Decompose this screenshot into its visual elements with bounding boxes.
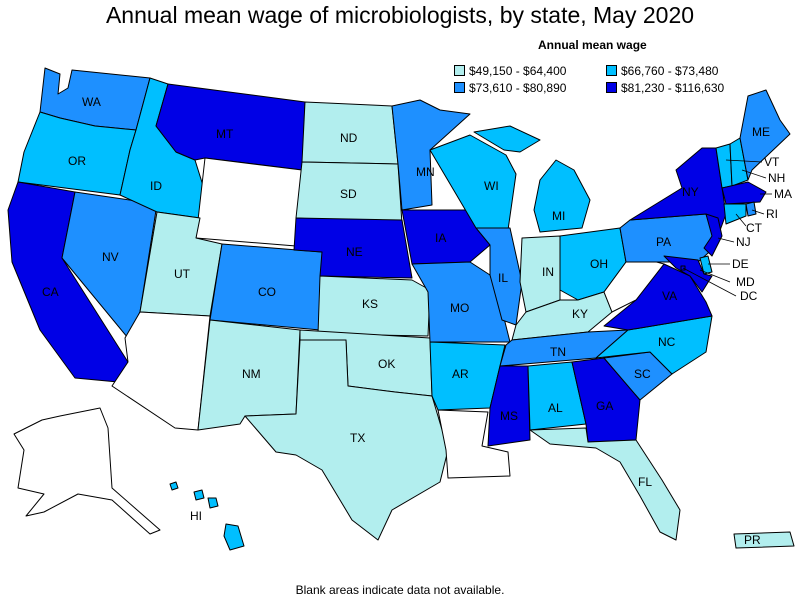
legend-item-bin-3: $81,230 - $116,630 [606, 80, 758, 95]
label-OH: OH [590, 257, 608, 271]
state-HI-2[interactable] [193, 489, 205, 501]
label-GA: GA [596, 399, 613, 413]
label-PR: PR [744, 533, 761, 547]
state-AK[interactable] [13, 407, 161, 535]
state-IL[interactable] [475, 227, 523, 326]
footnote: Blank areas indicate data not available. [295, 583, 505, 597]
legend-items: $49,150 - $64,400 $66,760 - $73,480 $73,… [454, 63, 754, 95]
legend-title: Annual mean wage [538, 38, 647, 52]
map-title: Annual mean wage of microbiologists, by … [105, 2, 695, 28]
state-HI-3[interactable] [207, 497, 219, 509]
label-VA: VA [662, 289, 677, 303]
legend-label: $81,230 - $116,630 [621, 80, 725, 95]
label-FL: FL [638, 475, 652, 489]
state-MA[interactable] [721, 181, 767, 205]
label-NV: NV [102, 250, 119, 264]
label-SC: SC [634, 367, 651, 381]
label-KY: KY [572, 307, 588, 321]
label-IA: IA [435, 231, 446, 245]
state-MD[interactable] [663, 255, 713, 293]
state-DE[interactable] [699, 255, 713, 275]
leader-dc [682, 267, 737, 297]
label-PA: PA [656, 235, 671, 249]
label-WA: WA [82, 95, 101, 109]
label-ND: ND [340, 131, 358, 145]
label-TX: TX [350, 431, 365, 445]
state-ID[interactable] [119, 77, 206, 219]
label-MI: MI [552, 209, 565, 223]
legend-label: $66,760 - $73,480 [621, 63, 719, 78]
label-IL: IL [498, 271, 508, 285]
label-OR: OR [68, 154, 86, 168]
state-FL[interactable] [529, 427, 681, 541]
state-NJ[interactable] [703, 213, 723, 257]
leader-ri [751, 209, 765, 215]
label-OK: OK [378, 357, 395, 371]
label-NH: NH [768, 171, 785, 185]
state-labels: WA OR CA NV ID MT UT CO NM ND SD NE KS O… [42, 95, 792, 547]
label-DE: DE [732, 257, 749, 271]
label-NM: NM [242, 367, 261, 381]
label-MA: MA [774, 187, 792, 201]
label-TN: TN [550, 345, 566, 359]
label-VT: VT [764, 155, 780, 169]
legend: Annual mean wage $49,150 - $64,400 $66,7… [454, 38, 754, 95]
leader-nj [717, 237, 735, 243]
label-CO: CO [258, 285, 276, 299]
label-AR: AR [452, 367, 469, 381]
legend-swatch [454, 65, 465, 76]
state-MI[interactable] [533, 159, 591, 233]
state-AR[interactable] [429, 341, 506, 411]
state-HI-1[interactable] [169, 481, 179, 491]
label-NC: NC [658, 335, 676, 349]
label-CT: CT [746, 221, 763, 235]
label-NY: NY [682, 185, 699, 199]
state-PR[interactable] [733, 531, 795, 549]
state-TX[interactable] [244, 339, 449, 541]
label-UT: UT [174, 267, 191, 281]
state-IN[interactable] [519, 235, 561, 313]
label-MN: MN [416, 165, 435, 179]
legend-label: $73,610 - $80,890 [469, 80, 567, 95]
legend-item-bin-1: $66,760 - $73,480 [606, 63, 758, 78]
label-HI: HI [190, 509, 202, 523]
legend-label: $49,150 - $64,400 [469, 63, 567, 78]
label-IN: IN [542, 265, 554, 279]
legend-swatch [606, 82, 617, 93]
state-ME[interactable] [739, 89, 791, 181]
state-MO[interactable] [411, 261, 511, 343]
label-WI: WI [484, 179, 499, 193]
label-DC: DC [740, 289, 758, 303]
leader-ct [735, 213, 747, 227]
state-CT[interactable] [723, 203, 747, 225]
state-HI-4[interactable] [223, 523, 245, 551]
legend-swatch [606, 65, 617, 76]
legend-item-bin-2: $73,610 - $80,890 [454, 80, 606, 95]
label-ME: ME [752, 125, 770, 139]
state-LA[interactable] [437, 409, 511, 479]
state-MI-up[interactable] [473, 125, 541, 153]
label-CA: CA [42, 285, 59, 299]
leader-md [699, 269, 731, 283]
label-MS: MS [500, 409, 518, 423]
label-NJ: NJ [736, 235, 751, 249]
state-WY[interactable] [195, 157, 303, 247]
label-MT: MT [216, 127, 234, 141]
label-KS: KS [362, 297, 378, 311]
label-SD: SD [340, 187, 357, 201]
label-RI: RI [766, 207, 778, 221]
label-MD: MD [736, 275, 755, 289]
leader-vt [725, 159, 763, 163]
legend-swatch [454, 82, 465, 93]
legend-item-bin-0: $49,150 - $64,400 [454, 63, 606, 78]
label-NE: NE [346, 245, 363, 259]
label-AL: AL [548, 401, 563, 415]
state-WI[interactable] [429, 134, 517, 231]
label-ID: ID [150, 179, 162, 193]
leader-nh [741, 169, 767, 179]
state-MS[interactable] [487, 365, 531, 447]
label-MO: MO [450, 301, 469, 315]
state-RI[interactable] [745, 201, 757, 217]
